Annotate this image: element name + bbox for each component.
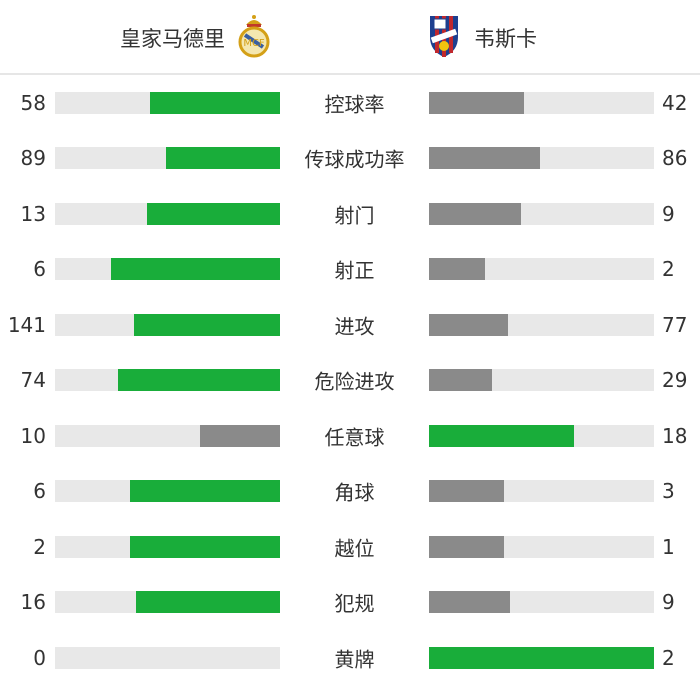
home-bar-track <box>55 480 280 503</box>
match-header: 皇家马德里 MCF 韦斯卡 <box>0 0 700 75</box>
home-value: 141 <box>7 312 46 337</box>
home-value: 13 <box>20 201 46 226</box>
away-value: 1 <box>662 534 675 559</box>
home-value: 10 <box>20 423 46 448</box>
home-value: 74 <box>20 368 46 393</box>
home-bar-track <box>55 202 280 225</box>
home-value: 89 <box>20 146 46 171</box>
away-value: 18 <box>662 423 688 448</box>
home-value: 6 <box>33 257 46 282</box>
away-bar-fill <box>429 313 509 336</box>
away-bar-track <box>429 258 654 281</box>
home-team[interactable]: 皇家马德里 MCF <box>120 14 271 58</box>
home-value: 0 <box>33 645 46 670</box>
home-value: 16 <box>20 590 46 615</box>
stat-label: 传球成功率 <box>304 147 405 172</box>
stat-row: 6 角球 3 <box>0 464 700 520</box>
home-bar-fill <box>111 258 280 281</box>
home-bar-track <box>55 258 280 281</box>
stat-row: 0 黄牌 2 <box>0 630 700 686</box>
away-bar-track <box>429 646 654 669</box>
away-bar-track <box>429 535 654 558</box>
home-bar-fill <box>130 535 280 558</box>
away-value: 9 <box>662 590 675 615</box>
stat-label: 犯规 <box>334 591 375 616</box>
away-value: 29 <box>662 368 688 393</box>
home-bar-fill <box>136 591 280 614</box>
home-bar-track <box>55 646 280 669</box>
home-bar-track <box>55 313 280 336</box>
away-value: 3 <box>662 479 675 504</box>
away-value: 42 <box>662 90 688 115</box>
home-bar-track <box>55 91 280 114</box>
home-bar-fill <box>199 424 280 447</box>
stat-label: 射正 <box>334 258 375 283</box>
stat-row: 16 犯规 9 <box>0 575 700 631</box>
home-bar-fill <box>134 313 280 336</box>
home-bar-track <box>55 369 280 392</box>
stat-row: 2 越位 1 <box>0 519 700 575</box>
away-bar-track <box>429 313 654 336</box>
stat-label: 射门 <box>334 203 375 228</box>
home-bar-track <box>55 147 280 170</box>
away-bar-track <box>429 147 654 170</box>
stat-row: 89 传球成功率 86 <box>0 131 700 187</box>
home-bar-track <box>55 535 280 558</box>
home-bar-fill <box>165 147 280 170</box>
stat-label: 角球 <box>334 480 375 505</box>
away-team-name: 韦斯卡 <box>474 27 537 51</box>
away-team[interactable]: 韦斯卡 <box>428 15 537 58</box>
huesca-crest-icon <box>428 13 460 64</box>
home-bar-fill <box>147 202 280 225</box>
real-madrid-crest-icon: MCF <box>237 13 271 64</box>
away-bar-fill <box>429 91 524 114</box>
stat-label: 越位 <box>334 536 375 561</box>
home-value: 2 <box>33 534 46 559</box>
stat-label: 黄牌 <box>334 647 375 672</box>
stat-row: 10 任意球 18 <box>0 408 700 464</box>
away-value: 9 <box>662 201 675 226</box>
away-bar-fill <box>429 147 540 170</box>
stat-row: 58 控球率 42 <box>0 75 700 131</box>
away-bar-track <box>429 424 654 447</box>
away-bar-track <box>429 202 654 225</box>
away-bar-fill <box>429 535 504 558</box>
home-value: 6 <box>33 479 46 504</box>
stat-label: 任意球 <box>324 425 385 450</box>
away-bar-fill <box>429 646 654 669</box>
away-bar-track <box>429 591 654 614</box>
home-bar-fill <box>130 480 280 503</box>
home-value: 58 <box>20 90 46 115</box>
away-value: 86 <box>662 146 688 171</box>
stat-row: 6 射正 2 <box>0 242 700 298</box>
away-bar-fill <box>429 424 574 447</box>
svg-text:MCF: MCF <box>243 38 265 49</box>
away-bar-fill <box>429 202 522 225</box>
stat-label: 危险进攻 <box>314 369 395 394</box>
home-bar-track <box>55 424 280 447</box>
home-bar-fill <box>149 91 280 114</box>
away-bar-fill <box>429 591 510 614</box>
stat-row: 74 危险进攻 29 <box>0 353 700 409</box>
away-bar-fill <box>429 258 486 281</box>
stat-label: 控球率 <box>324 92 385 117</box>
away-bar-track <box>429 91 654 114</box>
home-bar-track <box>55 591 280 614</box>
away-value: 77 <box>662 312 688 337</box>
home-team-name: 皇家马德里 <box>120 27 225 51</box>
away-value: 2 <box>662 257 675 282</box>
stat-row: 13 射门 9 <box>0 186 700 242</box>
stat-label: 进攻 <box>334 314 375 339</box>
away-bar-track <box>429 369 654 392</box>
away-bar-fill <box>429 369 493 392</box>
stat-row: 141 进攻 77 <box>0 297 700 353</box>
away-bar-fill <box>429 480 504 503</box>
away-bar-track <box>429 480 654 503</box>
away-value: 2 <box>662 645 675 670</box>
home-bar-fill <box>118 369 280 392</box>
